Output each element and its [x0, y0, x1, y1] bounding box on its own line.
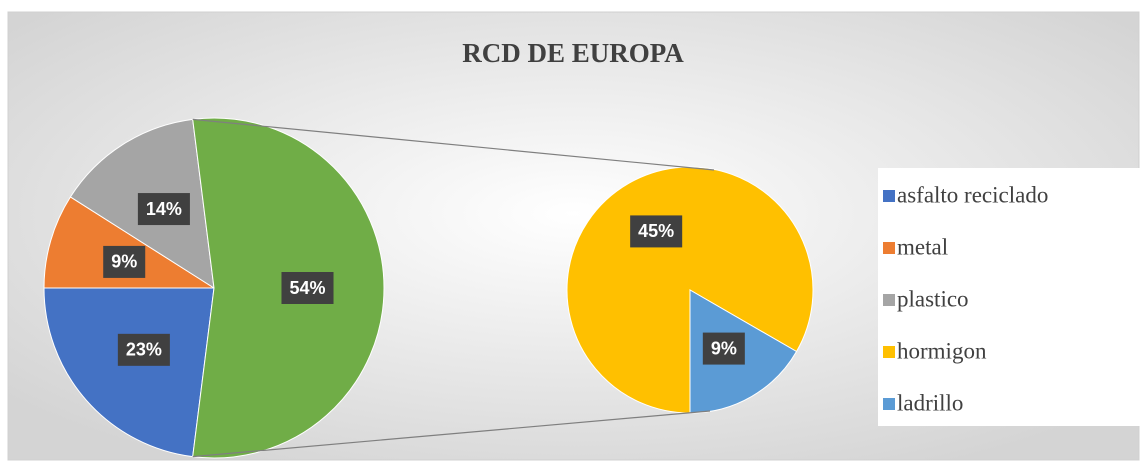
data-label-box — [281, 272, 334, 304]
data-label-box — [117, 333, 170, 366]
data-label: 45% — [630, 215, 683, 248]
data-label-box — [137, 193, 190, 226]
data-label-text: 9% — [111, 252, 137, 272]
legend-background — [878, 168, 1140, 426]
data-label-box — [702, 332, 745, 365]
legend-label: ladrillo — [897, 390, 963, 415]
legend-label: asfalto reciclado — [897, 182, 1048, 207]
data-label-box — [103, 245, 146, 278]
legend-swatch — [883, 294, 895, 306]
connector-line — [192, 410, 711, 458]
data-label-box — [630, 215, 683, 248]
legend-label: plastico — [897, 286, 969, 311]
pie-slice — [43, 287, 215, 458]
legend-swatch — [883, 190, 895, 202]
data-label: 23% — [117, 333, 170, 366]
data-label-text: 9% — [711, 338, 737, 358]
connector-line — [192, 118, 715, 171]
data-label-text: 23% — [126, 340, 162, 360]
data-label-text: 54% — [289, 278, 325, 298]
data-label: 9% — [103, 245, 146, 278]
pie-slice — [43, 196, 216, 289]
data-label-text: 14% — [146, 199, 182, 219]
data-label: 9% — [702, 332, 745, 365]
data-label-text: 45% — [638, 221, 674, 241]
chart-title: RCD DE EUROPA — [462, 38, 684, 68]
legend-swatch — [883, 346, 895, 358]
legend-label: hormigon — [897, 338, 987, 363]
legend-swatch — [883, 398, 895, 410]
legend-label: metal — [897, 234, 948, 259]
data-label: 14% — [137, 193, 190, 226]
data-label: 54% — [281, 272, 334, 304]
legend-swatch — [883, 242, 895, 254]
